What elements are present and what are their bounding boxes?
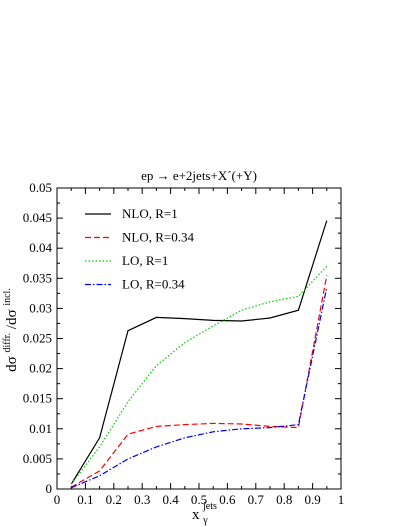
y-tick-label: 0.04 xyxy=(29,240,52,255)
svg-text:dσ diffr. /dσ: dσ diffr. /dσ incl. xyxy=(0,288,20,372)
y-axis-label-d1: dσ xyxy=(4,356,20,372)
legend-label-1: NLO, R=1 xyxy=(122,206,178,221)
y-tick-label: 0.025 xyxy=(23,331,52,346)
x-tick-label: 0.4 xyxy=(162,492,179,507)
x-axis-label-sub: γ xyxy=(202,515,208,526)
series-line-4 xyxy=(70,287,328,489)
x-axis-ticks: 0 0.1 0.2 0.3 0.4 0.5 0.6 0.7 0.8 0.9 1 xyxy=(54,188,345,507)
x-tick-label: 0.9 xyxy=(304,492,320,507)
y-axis-ticks: 0 0.005 0.01 0.015 0.02 0.025 0.03 0.035 0.04 0.0… xyxy=(23,180,341,496)
legend-label-4: LO, R=0.34 xyxy=(122,277,185,292)
legend-label-2: NLO, R=0.34 xyxy=(122,230,194,245)
series-line-2 xyxy=(70,275,328,488)
series-layer xyxy=(70,220,328,489)
series-line-1 xyxy=(70,220,328,485)
y-tick-label: 0.02 xyxy=(29,361,52,376)
x-axis-label-sup: jets xyxy=(202,501,217,512)
y-axis-label-sup2: incl. xyxy=(2,288,13,306)
y-tick-label: 0.035 xyxy=(23,270,52,285)
y-axis-label-sup1: diffr. xyxy=(2,333,13,353)
legend: NLO, R=1 NLO, R=0.34 LO, R=1 LO, R=0.34 xyxy=(85,206,194,292)
y-tick-label: 0.03 xyxy=(29,300,52,315)
legend-label-3: LO, R=1 xyxy=(122,253,168,268)
x-tick-label: 1 xyxy=(338,492,345,507)
y-tick-label: 0.045 xyxy=(23,210,52,225)
x-tick-label: 0.2 xyxy=(106,492,122,507)
x-tick-label: 0.3 xyxy=(134,492,150,507)
x-axis-label: x γ jets xyxy=(192,501,217,526)
x-tick-label: 0.1 xyxy=(77,492,93,507)
x-tick-label: 0 xyxy=(54,492,61,507)
series-line-3 xyxy=(70,265,328,485)
y-tick-label: 0.01 xyxy=(29,421,52,436)
plot-border xyxy=(56,187,342,490)
y-axis-label: dσ diffr. /dσ incl. xyxy=(0,288,20,372)
x-tick-label: 0.6 xyxy=(219,492,236,507)
x-tick-label: 0.7 xyxy=(248,492,265,507)
x-tick-label: 0.8 xyxy=(276,492,292,507)
plot-frame xyxy=(56,187,342,490)
svg-text:x γ: x γ xyxy=(192,507,208,526)
x-axis-label-base: x xyxy=(192,507,200,523)
x-tick-label: 0.5 xyxy=(191,492,207,507)
y-tick-label: 0.015 xyxy=(23,391,52,406)
chart-title: ep → e+2jets+X´(+Y) xyxy=(141,168,257,183)
y-tick-label: 0.05 xyxy=(29,180,52,195)
y-tick-label: 0.005 xyxy=(23,451,52,466)
y-axis-label-slash: /dσ xyxy=(4,309,20,329)
y-tick-label: 0 xyxy=(46,481,53,496)
